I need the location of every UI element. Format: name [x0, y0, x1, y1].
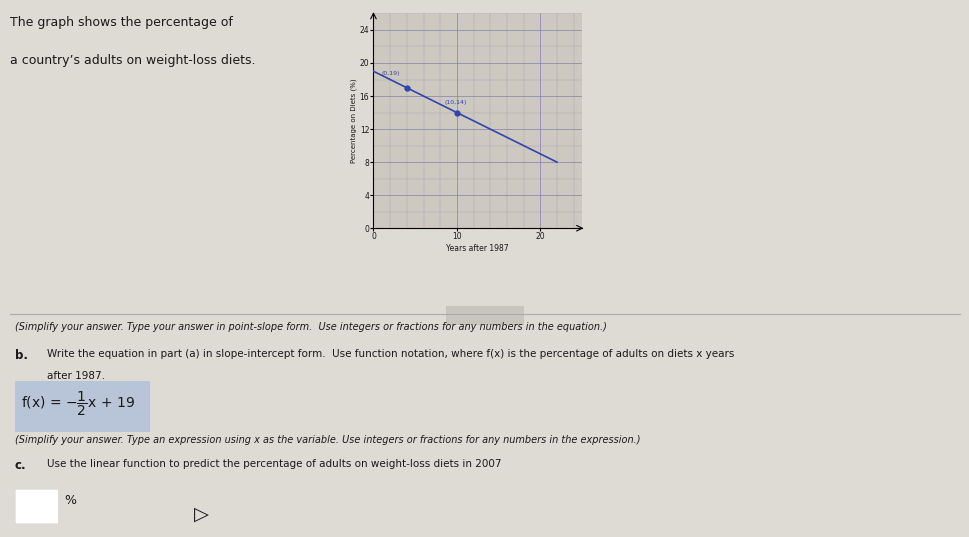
- FancyBboxPatch shape: [14, 488, 59, 524]
- Text: (0,19): (0,19): [382, 71, 400, 76]
- Text: b.: b.: [15, 349, 27, 362]
- Text: The graph shows the percentage of: The graph shows the percentage of: [10, 16, 233, 29]
- X-axis label: Years after 1987: Years after 1987: [446, 244, 509, 253]
- Text: ▷: ▷: [194, 505, 208, 524]
- Text: c.: c.: [15, 459, 26, 472]
- Text: (Simplify your answer. Type an expression using x as the variable. Use integers : (Simplify your answer. Type an expressio…: [15, 435, 640, 445]
- Text: (Simplify your answer. Type your answer in point-slope form.  Use integers or fr: (Simplify your answer. Type your answer …: [15, 322, 606, 332]
- FancyBboxPatch shape: [438, 305, 531, 326]
- Text: Use the linear function to predict the percentage of adults on weight-loss diets: Use the linear function to predict the p…: [47, 459, 501, 469]
- Y-axis label: Percentage on Diets (%): Percentage on Diets (%): [350, 78, 357, 163]
- FancyBboxPatch shape: [12, 380, 153, 433]
- Text: %: %: [64, 494, 76, 507]
- Text: Write the equation in part (a) in slope-intercept form.  Use function notation, : Write the equation in part (a) in slope-…: [47, 349, 734, 359]
- Text: (10,14): (10,14): [444, 100, 466, 105]
- Text: a country’s adults on weight-loss diets.: a country’s adults on weight-loss diets.: [10, 54, 255, 67]
- Text: f(x) = $-\dfrac{1}{2}$x + 19: f(x) = $-\dfrac{1}{2}$x + 19: [21, 389, 135, 418]
- Text: after 1987.: after 1987.: [47, 371, 105, 381]
